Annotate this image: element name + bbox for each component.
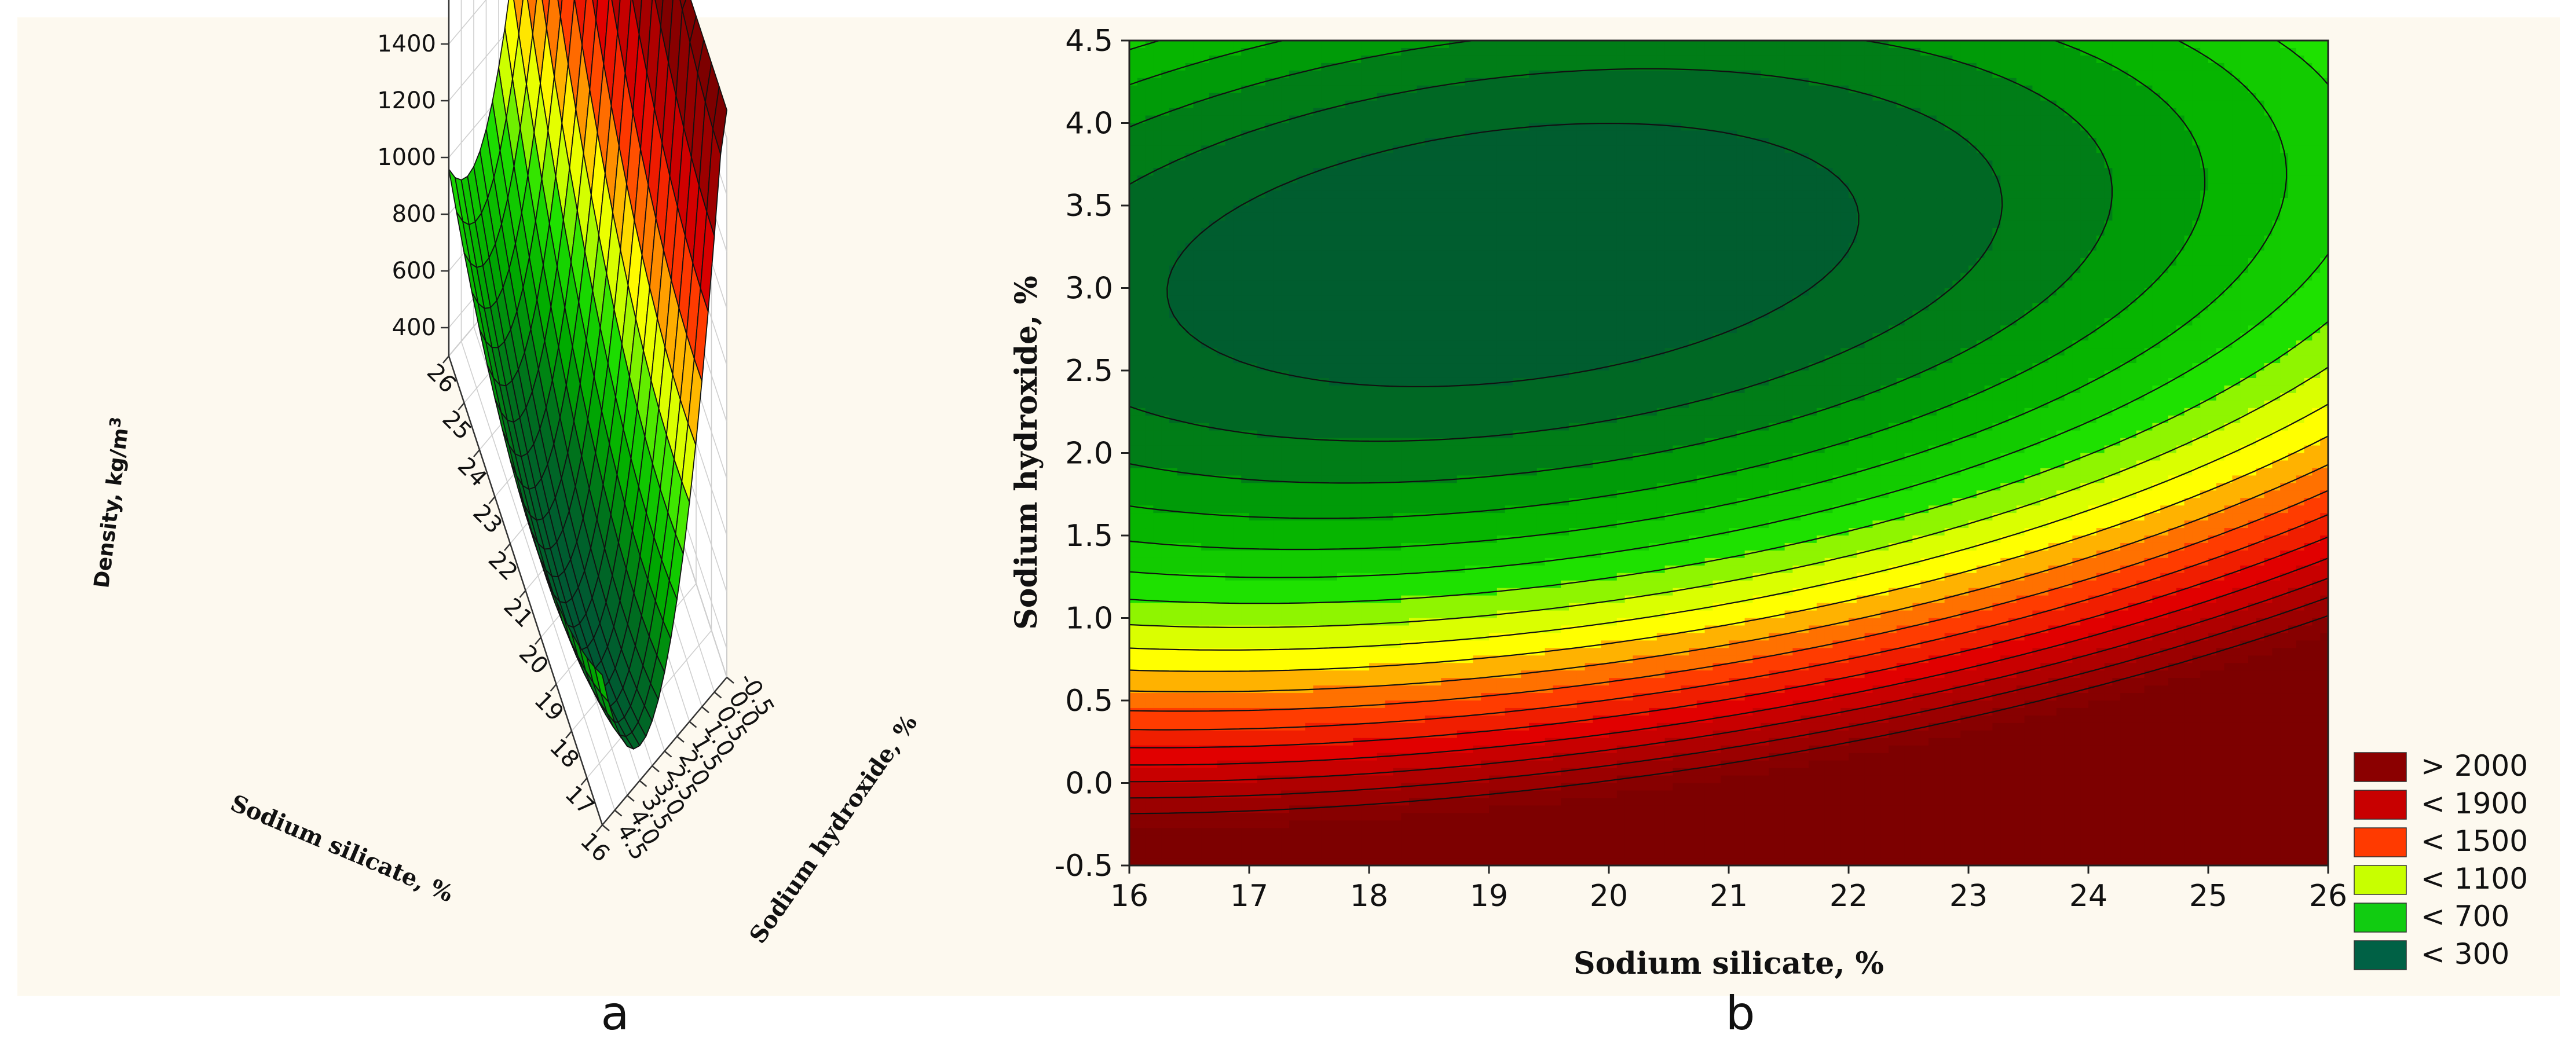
panel-a-label: a [601,986,629,1040]
legend-label: > 2000 [2421,749,2528,783]
legend-swatch [2354,828,2406,857]
x-tick-label: 22 [1829,879,1868,914]
y-tick-label: 4.5 [1065,24,1113,58]
panel-b-label: b [1726,986,1755,1040]
x-tick-label: 25 [2189,879,2227,914]
z-tick-label: 1200 [377,87,436,114]
x-tick-label: 26 [2309,879,2347,914]
x-tick-label: 16 [1110,879,1148,914]
x-tick-label: 18 [1350,879,1388,914]
y-tick-label: 4.0 [1065,107,1113,141]
y-tick-label: 2.5 [1065,354,1113,388]
y-tick-label: 1.5 [1065,519,1113,553]
y-tick-label: 3.5 [1065,189,1113,223]
legend-label: < 1100 [2421,862,2528,896]
x-tick-label: 19 [1470,879,1508,914]
y-tick-label: 0.5 [1065,684,1113,718]
x-tick-label: 21 [1710,879,1748,914]
legend-label: < 1500 [2421,824,2528,858]
y-tick-label: 2.0 [1065,437,1113,471]
z-tick-label: 1000 [377,144,436,171]
contour-fill-layer [1129,41,2329,866]
contour-y-axis-title: Sodium hydroxide, % [1009,276,1044,630]
y-tick-label: -0.5 [1055,849,1113,883]
y-tick-label: 1.0 [1065,601,1113,636]
legend-swatch [2354,865,2406,894]
contour-x-axis-title: Sodium silicate, % [1574,946,1884,981]
legend-label: < 300 [2421,937,2509,971]
x-tick-label: 23 [1949,879,1988,914]
legend-swatch [2354,903,2406,932]
z-tick-label: 1400 [377,31,436,57]
y-tick-label: 0.0 [1065,766,1113,801]
z-tick-label: 400 [392,314,436,341]
z-tick-label: 800 [392,201,436,228]
legend-label: < 1900 [2421,787,2528,820]
x-tick-label: 24 [2069,879,2107,914]
contour-plot-panel: 16 17 18 19 20 21 22 23 24 25 26 -0.5 0.0 0.5 1.0 1.5 2.… [1009,24,2528,981]
x-tick-label: 20 [1590,879,1628,914]
z-tick-label: 1600 [377,0,436,1]
z-tick-label: 600 [392,258,436,284]
legend-swatch [2354,790,2406,819]
x-tick-label: 17 [1230,879,1268,914]
legend-swatch [2354,753,2406,782]
legend-swatch [2354,941,2406,970]
y-tick-label: 3.0 [1065,272,1113,306]
legend-label: < 700 [2421,900,2509,933]
